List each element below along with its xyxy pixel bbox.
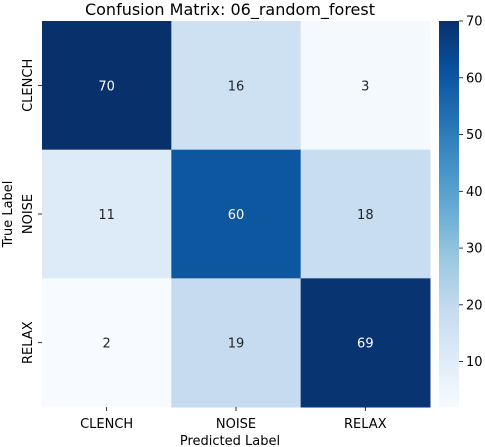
y-tick-label-clench: CLENCH [21, 59, 36, 112]
cell-value-r2-c2: 69 [357, 337, 374, 352]
y-tick-label-noise: NOISE [21, 194, 36, 234]
colorbar-tick-label-60: 60 [466, 71, 483, 86]
heatmap-cell-r0-c0 [42, 21, 172, 151]
x-tick-label-noise: NOISE [216, 417, 256, 432]
cell-value-r1-c1: 60 [228, 208, 245, 223]
heatmap-cell-r0-c1 [171, 21, 302, 151]
cell-value-r0-c1: 16 [228, 79, 245, 94]
y-tick-label-relax: RELAX [21, 321, 36, 364]
x-tick-label-clench: CLENCH [80, 417, 133, 432]
heatmap-cell-r0-c2 [300, 21, 431, 151]
cell-value-r0-c2: 3 [361, 79, 369, 94]
cell-value-r2-c0: 2 [103, 337, 111, 352]
heatmap-cell-r2-c1 [171, 278, 302, 408]
heatmap-cell-r2-c0 [42, 278, 172, 408]
cell-value-r2-c1: 19 [228, 337, 245, 352]
cell-value-r1-c2: 18 [357, 208, 374, 223]
colorbar-tick-label-10: 10 [466, 355, 483, 370]
heatmap-cell-r1-c2 [300, 149, 431, 279]
heatmap-cell-r2-c2 [300, 278, 431, 408]
colorbar-tick-label-40: 40 [466, 185, 483, 200]
colorbar-tick-label-70: 70 [466, 15, 483, 30]
cell-value-r0-c0: 70 [98, 79, 115, 94]
colorbar [439, 21, 459, 407]
cell-value-r1-c0: 11 [98, 208, 115, 223]
colorbar-tick-label-20: 20 [466, 298, 483, 313]
chart-title: Confusion Matrix: 06_random_forest [85, 0, 375, 20]
x-axis-label: Predicted Label [180, 434, 280, 447]
x-axis-ticks: CLENCH NOISE RELAX [80, 407, 387, 432]
y-axis-label: True Label [1, 181, 16, 249]
y-axis-ticks: CLENCH NOISE RELAX [21, 59, 42, 364]
colorbar-ticks: 10 20 30 40 50 60 70 [459, 15, 483, 370]
colorbar-tick-label-30: 30 [466, 242, 483, 257]
x-tick-label-relax: RELAX [344, 417, 387, 432]
colorbar-tick-label-50: 50 [466, 128, 483, 143]
heatmap-cell-r1-c1 [171, 149, 302, 279]
heatmap-cell-r1-c0 [42, 149, 172, 279]
heatmap-cells: 70 16 3 11 60 18 2 19 69 [42, 21, 431, 408]
